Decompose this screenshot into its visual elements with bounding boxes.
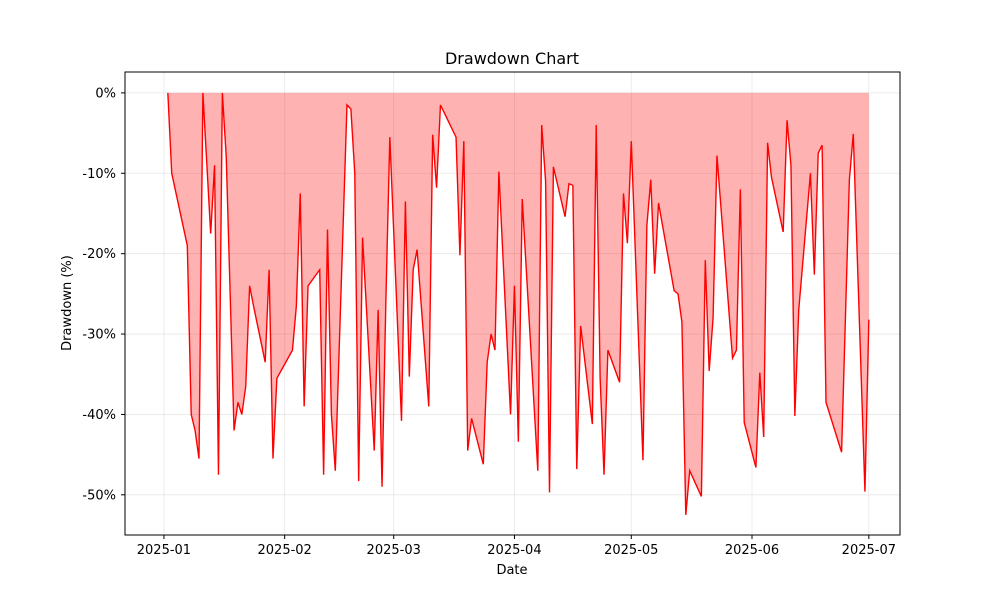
y-tick-label: 0% bbox=[95, 86, 116, 101]
y-tick-label: -50% bbox=[82, 488, 116, 503]
drawdown-area bbox=[167, 92, 869, 515]
grid-lines bbox=[125, 72, 900, 535]
plot-frame bbox=[124, 71, 901, 536]
x-axis: 2025-01 2025-02 2025-03 2025-04 2025-05 2025-… bbox=[137, 535, 896, 558]
y-tick-label: -30% bbox=[82, 328, 116, 343]
x-tick-label: 2025-01 bbox=[137, 543, 191, 558]
x-tick-label: 2025-07 bbox=[842, 543, 896, 558]
x-tick-label: 2025-06 bbox=[725, 543, 779, 558]
x-tick-label: 2025-05 bbox=[604, 543, 658, 558]
y-tick-label: -40% bbox=[82, 408, 116, 423]
chart-title: Drawdown Chart bbox=[445, 49, 579, 68]
x-axis-label: Date bbox=[496, 563, 527, 578]
drawdown-series-line bbox=[167, 92, 870, 515]
y-tick-label: -10% bbox=[82, 167, 116, 182]
x-tick-label: 2025-03 bbox=[367, 543, 421, 558]
x-tick-label: 2025-02 bbox=[258, 543, 312, 558]
y-tick-label: -20% bbox=[82, 247, 116, 262]
x-tick-label: 2025-04 bbox=[487, 543, 541, 558]
y-axis-label: Drawdown (%) bbox=[60, 255, 75, 351]
y-axis: 0% -10% -20% -30% -40% -50% bbox=[82, 86, 125, 503]
